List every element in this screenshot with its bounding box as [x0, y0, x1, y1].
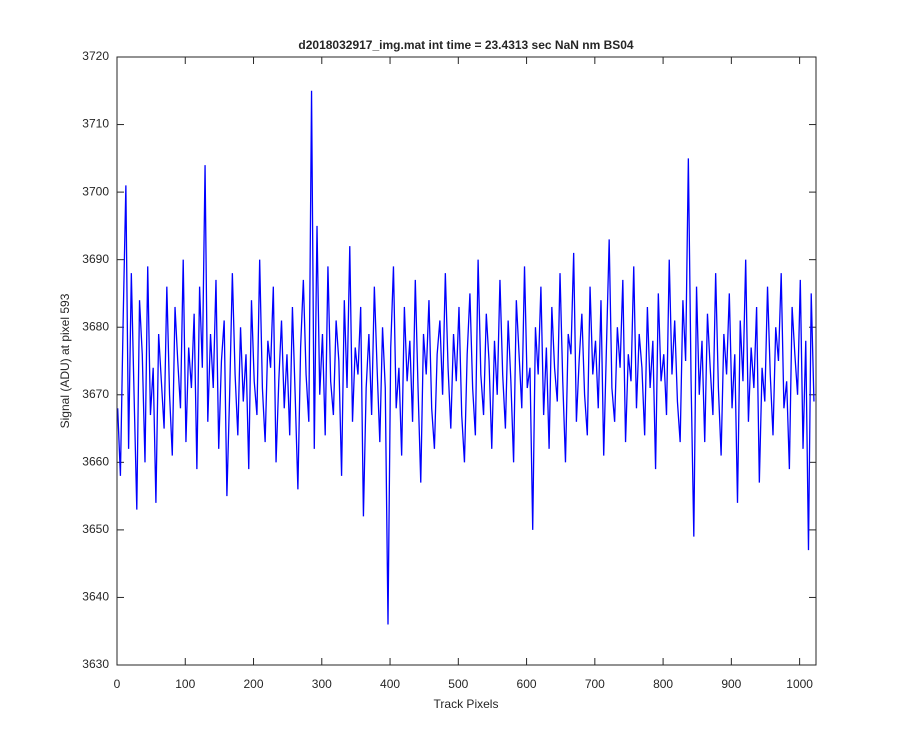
x-tick-label: 1000 — [786, 677, 813, 691]
y-tick-label: 3710 — [82, 117, 109, 131]
y-tick-label: 3680 — [82, 319, 109, 333]
y-axis-label: Signal (ADU) at pixel 593 — [58, 293, 72, 428]
x-tick-label: 800 — [653, 677, 673, 691]
x-tick-label: 600 — [517, 677, 537, 691]
x-tick-label: 700 — [585, 677, 605, 691]
x-axis-label: Track Pixels — [434, 697, 499, 711]
y-tick-label: 3630 — [82, 657, 109, 671]
data-line — [117, 90, 815, 625]
x-tick-label: 500 — [448, 677, 468, 691]
x-tick-label: 200 — [244, 677, 264, 691]
plot-frame — [116, 56, 817, 666]
x-tick-label: 0 — [114, 677, 121, 691]
x-tick-label: 400 — [380, 677, 400, 691]
y-tick-label: 3670 — [82, 387, 109, 401]
chart-title: d2018032917_img.mat int time = 23.4313 s… — [298, 38, 634, 52]
y-tick-label: 3640 — [82, 590, 109, 604]
x-tick-label: 900 — [721, 677, 741, 691]
y-tick-label: 3650 — [82, 522, 109, 536]
x-tick-label: 300 — [312, 677, 332, 691]
y-tick-label: 3660 — [82, 455, 109, 469]
y-tick-label: 3700 — [82, 184, 109, 198]
y-tick-label: 3690 — [82, 252, 109, 266]
x-tick-label: 100 — [175, 677, 195, 691]
y-tick-label: 3720 — [82, 49, 109, 63]
